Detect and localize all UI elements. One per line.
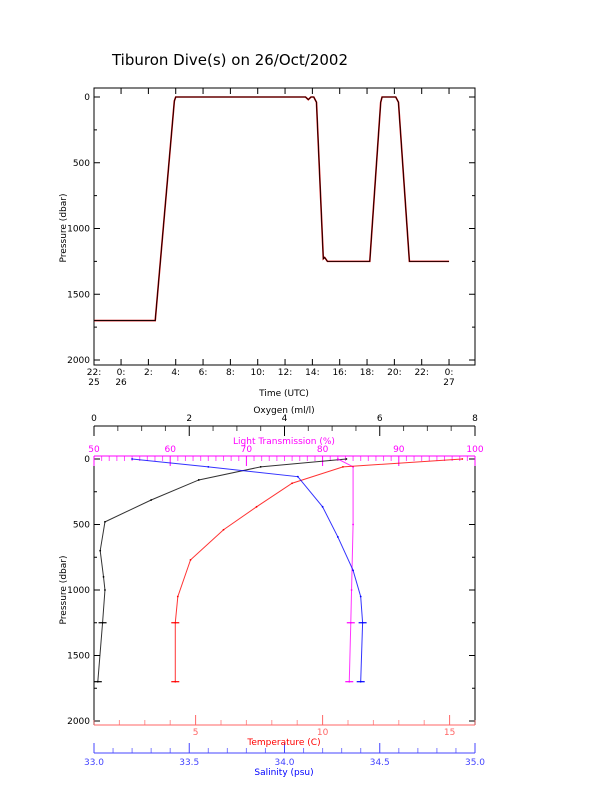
y-tick-label: 0 [84, 93, 90, 103]
x-axis-title-time: Time (UTC) [258, 389, 309, 399]
x-tick-label: 16: [332, 368, 346, 378]
data-point-temperature [461, 458, 464, 460]
oxygen-tick-label: 0 [91, 414, 97, 424]
x-tick-label-day: 25 [88, 378, 99, 388]
series-line-salinity [132, 458, 364, 682]
data-point-oxygen [150, 499, 153, 501]
temperature-tick-label: 10 [317, 728, 329, 738]
x-tick-label: 4: [171, 368, 180, 378]
series-line-oxygen [97, 458, 347, 682]
x-tick-label: 0: [445, 368, 454, 378]
data-point-oxygen [99, 549, 102, 552]
salinity-tick-label: 34.5 [370, 758, 390, 768]
series-line-light [337, 458, 354, 682]
data-point-salinity [321, 505, 324, 508]
chart-title: Tiburon Dive(s) on 26/Oct/2002 [111, 51, 348, 69]
x-tick-label: 20: [387, 368, 401, 378]
y-tick-label: 1500 [67, 290, 90, 300]
salinity-tick-label: 33.5 [179, 758, 199, 768]
light-tick-label: 80 [317, 445, 329, 455]
data-point-oxygen [197, 479, 200, 481]
salinity-tick-label: 35.0 [465, 758, 485, 768]
oxygen-tick-label: 2 [186, 414, 192, 424]
data-point-temperature [222, 528, 225, 531]
data-point-oxygen [104, 520, 106, 523]
y-tick-label: 2000 [67, 356, 90, 366]
x-tick-label-day: 27 [443, 378, 454, 388]
temperature-tick-label: 5 [193, 728, 199, 738]
data-point-salinity [131, 458, 134, 460]
axis-title-light: Light Transmission (%) [233, 437, 335, 447]
light-tick-label: 70 [241, 445, 253, 455]
light-tick-label: 50 [88, 445, 100, 455]
y-tick-label: 1000 [67, 225, 90, 235]
data-point-temperature [189, 558, 192, 561]
salinity-tick-label: 34.0 [274, 758, 294, 768]
x-tick-label: 10: [250, 368, 264, 378]
data-point-temperature [291, 482, 294, 485]
axis-title-temperature: Temperature (C) [246, 738, 320, 748]
data-point-salinity [359, 595, 362, 598]
series-line-pressure [94, 96, 450, 321]
y-tick-label: 500 [73, 521, 90, 531]
temperature-tick-label: 15 [444, 728, 455, 738]
data-point-temperature [255, 505, 258, 508]
x-tick-label: 22: [414, 368, 428, 378]
x-tick-label-day: 26 [115, 378, 127, 388]
y-tick-label: 500 [73, 159, 90, 169]
data-point-light [336, 458, 339, 460]
y-tick-label: 1500 [67, 652, 90, 662]
data-point-light [350, 589, 353, 591]
salinity-tick-label: 33.0 [84, 758, 104, 768]
plot-frame [93, 87, 476, 366]
oxygen-tick-label: 4 [282, 414, 288, 424]
oxygen-tick-label: 6 [377, 414, 383, 424]
y-tick-label: 1000 [67, 586, 90, 596]
x-tick-label: 14: [305, 368, 319, 378]
data-point-oxygen [102, 576, 105, 578]
data-point-oxygen [104, 589, 106, 591]
x-tick-label: 22: [87, 368, 101, 378]
x-tick-label: 0: [117, 368, 126, 378]
profile-plot: 0 500 1000 1500 2000 0 2 4 6 8 50 60 70 80 90 100 5 10 15 3… [67, 414, 485, 768]
y-axis-title-top: Pressure (dbar) [59, 194, 69, 263]
x-tick-label: 12: [278, 368, 292, 378]
light-tick-label: 90 [393, 445, 405, 455]
x-tick-label: 2: [144, 368, 153, 378]
data-point-oxygen [345, 458, 348, 460]
data-point-temperature [342, 465, 344, 468]
y-axis-title-bottom: Pressure (dbar) [59, 556, 69, 625]
light-tick-label: 60 [164, 445, 176, 455]
data-point-oxygen [259, 465, 262, 468]
data-point-temperature [176, 595, 179, 598]
y-tick-label: 0 [84, 455, 90, 465]
series-line-temperature [174, 458, 463, 682]
data-point-salinity [352, 569, 354, 572]
light-tick-label: 100 [466, 445, 483, 455]
x-tick-label: 8: [226, 368, 235, 378]
x-tick-label: 18: [360, 368, 374, 378]
y-tick-label: 2000 [67, 717, 90, 727]
axis-title-oxygen: Oxygen (ml/l) [253, 406, 314, 416]
axis-title-salinity: Salinity (psu) [254, 768, 313, 778]
data-point-salinity [207, 465, 210, 468]
data-point-salinity [296, 475, 299, 478]
oxygen-tick-label: 8 [472, 414, 478, 424]
x-tick-label: 6: [199, 368, 208, 378]
data-point-light [352, 523, 354, 526]
data-point-salinity [336, 536, 339, 538]
series-line-pressure-red [94, 96, 450, 322]
